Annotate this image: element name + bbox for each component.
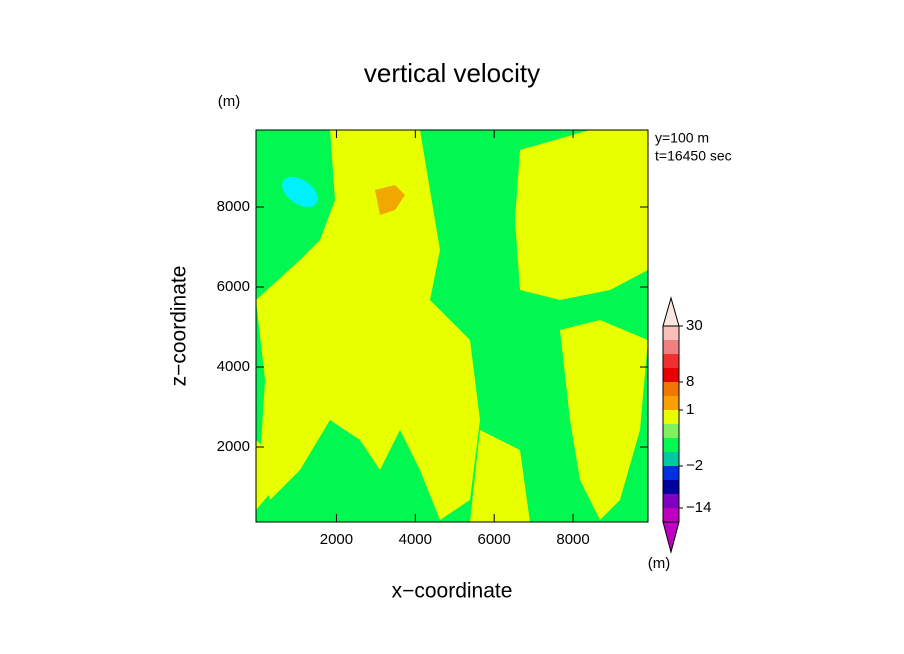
- contour-region: [375, 185, 405, 215]
- contour-region: [470, 430, 530, 522]
- colorbar-label: 1: [686, 401, 694, 418]
- annotation: t=16450 sec: [655, 148, 732, 164]
- y-tick-label: 4000: [217, 358, 250, 375]
- colorbar-frame: [662, 325, 680, 523]
- colorbar-band: [663, 438, 679, 452]
- colorbar-unit: (m): [648, 555, 671, 572]
- colorbar-over: [662, 296, 680, 327]
- colorbar-label: 8: [686, 373, 694, 390]
- y-tick-label: 8000: [217, 198, 250, 215]
- x-axis-label: x−coordinate: [392, 580, 513, 603]
- y-axis-label: z−coordinate: [168, 266, 191, 387]
- colorbar-under: [662, 521, 680, 554]
- y-tick-label: 2000: [217, 438, 250, 455]
- colorbar-band: [663, 382, 679, 396]
- y-tick-label: 6000: [217, 278, 250, 295]
- plot-frame: [255, 129, 649, 523]
- colorbar-band: [663, 424, 679, 438]
- colorbar-band: [663, 326, 679, 340]
- colorbar-band: [663, 480, 679, 494]
- colorbar-band: [663, 508, 679, 522]
- colorbar-band: [663, 410, 679, 424]
- y-unit: (m): [218, 93, 241, 110]
- contour-region: [560, 320, 648, 520]
- chart-title: vertical velocity: [364, 58, 540, 88]
- contour-region: [256, 130, 480, 520]
- colorbar-label: −14: [686, 499, 711, 516]
- colorbar-band: [663, 396, 679, 410]
- colorbar-band: [663, 494, 679, 508]
- colorbar-label: 30: [686, 317, 703, 334]
- x-tick-label: 8000: [556, 531, 589, 548]
- x-tick-label: 2000: [320, 531, 353, 548]
- colorbar-band: [663, 452, 679, 466]
- colorbar-band: [663, 466, 679, 480]
- colorbar-label: −2: [686, 457, 703, 474]
- annotation: y=100 m: [655, 130, 709, 146]
- colorbar-band: [663, 340, 679, 354]
- contour-region: [515, 130, 648, 300]
- contour-field: [255, 129, 649, 523]
- x-tick-label: 6000: [478, 531, 511, 548]
- x-tick-label: 4000: [399, 531, 432, 548]
- contour-region: [256, 440, 290, 510]
- contour-region: [282, 176, 318, 208]
- colorbar-band: [663, 368, 679, 382]
- colorbar-band: [663, 354, 679, 368]
